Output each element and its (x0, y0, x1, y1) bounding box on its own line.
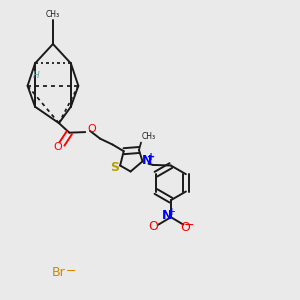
Text: S: S (110, 161, 119, 174)
Text: −: − (184, 219, 195, 232)
Text: O: O (87, 124, 96, 134)
Text: N: N (142, 154, 152, 167)
Text: CH₃: CH₃ (46, 10, 60, 19)
Text: N: N (162, 209, 172, 222)
Text: H: H (33, 71, 39, 80)
Text: Br: Br (52, 266, 66, 279)
Text: −: − (66, 264, 76, 278)
Text: O: O (180, 221, 190, 234)
Text: CH₃: CH₃ (142, 132, 156, 141)
Text: +: + (147, 152, 155, 163)
Text: O: O (53, 142, 62, 152)
Text: +: + (167, 207, 175, 217)
Text: O: O (148, 220, 158, 232)
